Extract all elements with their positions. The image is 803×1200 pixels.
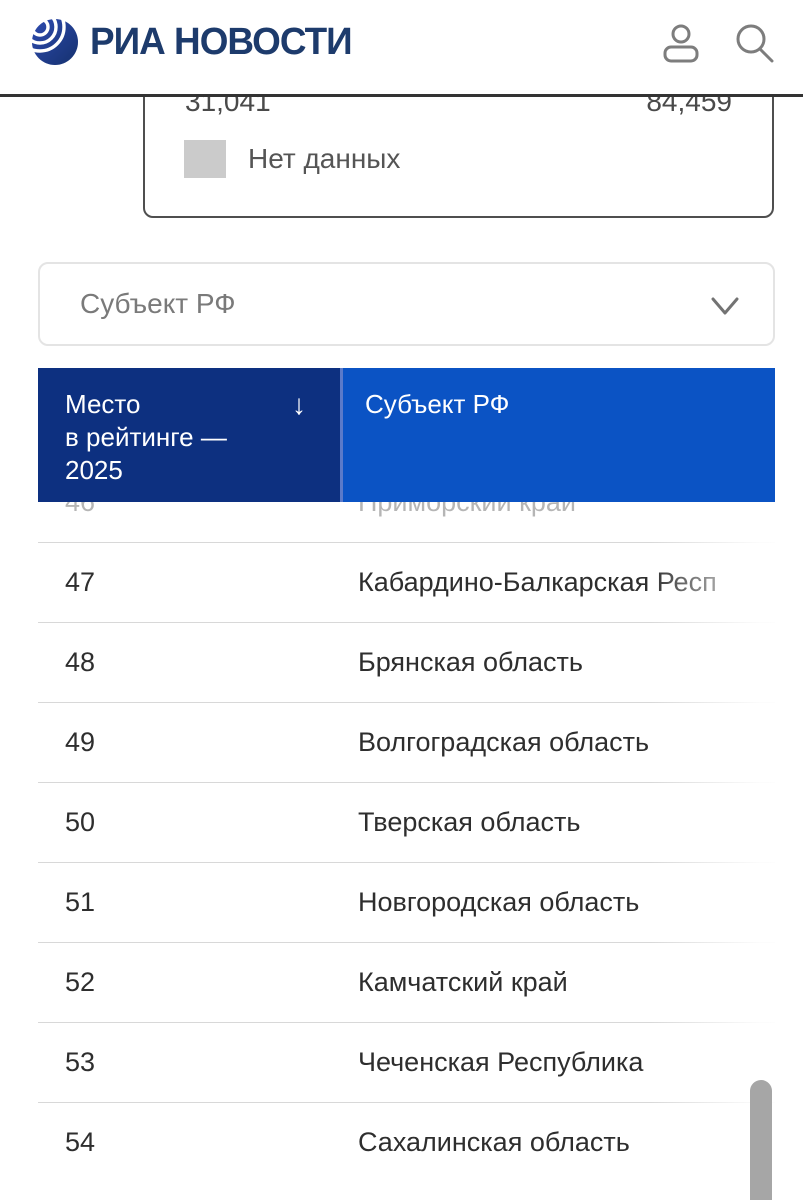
column-header-region[interactable]: Субъект РФ [343,368,775,502]
region-cell: Волгоградская область [358,727,650,757]
rank-header-line: в рейтинге — [65,422,227,452]
table-row[interactable]: 51 Новгородская область [38,862,775,942]
no-data-swatch [184,140,226,178]
scrollbar-thumb[interactable] [750,1080,772,1200]
table-row[interactable]: 49 Волгоградская область [38,702,775,782]
table-row[interactable]: 50 Тверская область [38,782,775,862]
column-header-rank[interactable]: Место в рейтинге — 2025 ↓ [38,368,340,502]
table-row[interactable]: 47 Кабардино-Балкарская Респ [38,542,775,622]
region-cell: Камчатский край [358,967,568,997]
column-divider [340,368,343,502]
chevron-down-icon [709,291,741,321]
region-cell: Сахалинская область [358,1127,630,1157]
sort-descending-icon[interactable]: ↓ [292,389,306,420]
rank-cell: 48 [65,647,96,677]
table-body: 46 Приморский край 47 Кабардино-Балкарск… [38,502,775,1182]
rank-cell: 53 [65,1047,96,1077]
table-row[interactable]: 53 Чеченская Республика [38,1022,775,1102]
search-icon[interactable] [732,22,776,66]
site-header: РИА НОВОСТИ [0,0,803,97]
region-cell: Новгородская область [358,887,640,917]
region-filter-dropdown[interactable]: Субъект РФ [38,262,775,346]
region-cell: Чеченская Республика [358,1047,644,1077]
rank-cell: 47 [65,567,96,597]
table-row-clipped[interactable]: 46 Приморский край [38,502,775,542]
table-row[interactable]: 48 Брянская область [38,622,775,702]
rank-cell: 54 [65,1127,96,1157]
table-row[interactable]: 54 Сахалинская область [38,1102,775,1182]
rank-cell: 46 [65,502,96,517]
region-cell: Кабардино-Балкарская Респ [358,567,717,597]
ria-globe-icon [30,17,80,67]
clipped-row-content: 46 Приморский край [38,502,775,516]
rank-cell: 49 [65,727,96,757]
region-cell: Приморский край [358,502,577,517]
region-header-label: Субъект РФ [365,389,510,419]
logo[interactable]: РИА НОВОСТИ [30,16,360,68]
rank-header-line: 2025 [65,455,123,485]
table-header: Место в рейтинге — 2025 ↓ Субъект РФ [38,368,775,502]
rank-cell: 51 [65,887,96,917]
table-row[interactable]: 52 Камчатский край [38,942,775,1022]
person-icon[interactable] [660,22,702,66]
rank-cell: 50 [65,807,96,837]
no-data-label: Нет данных [248,143,401,174]
region-cell: Тверская область [358,807,581,837]
legend-no-data: Нет данных [184,140,400,178]
filter-placeholder: Субъект РФ [80,288,236,319]
logo-text: РИА НОВОСТИ [90,20,353,63]
region-cell: Брянская область [358,647,583,677]
rank-cell: 52 [65,967,96,997]
rank-header-line: Место [65,389,141,419]
